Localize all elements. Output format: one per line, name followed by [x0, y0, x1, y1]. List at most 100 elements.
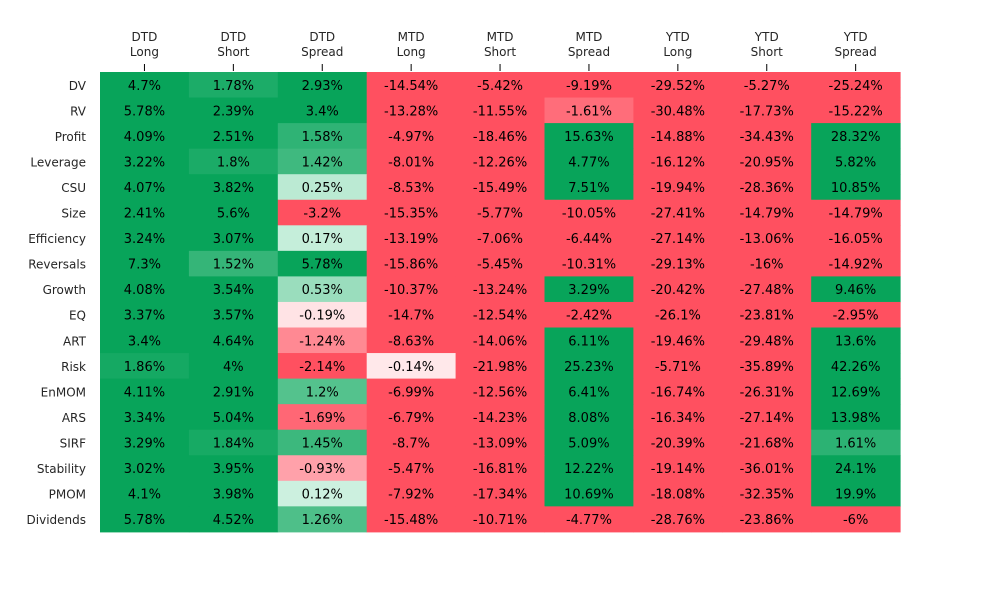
- cell-value-label: -6%: [843, 513, 868, 528]
- heatmap-cell: [366, 225, 457, 252]
- column-label: MTD Spread: [568, 30, 610, 59]
- cell-value-label: 1.84%: [213, 436, 254, 451]
- heatmap-cell: [366, 353, 457, 380]
- cell-value-label: 4.77%: [568, 155, 609, 170]
- cell-value-label: 5.78%: [124, 513, 165, 528]
- heatmap-cell: [455, 455, 545, 482]
- cell-value-label: -14.06%: [473, 334, 527, 349]
- heatmap-cell: [100, 225, 190, 252]
- cell-value-label: -27.14%: [651, 232, 705, 247]
- heatmap-cell: [544, 225, 634, 252]
- cell-value-label: -15.35%: [384, 207, 438, 222]
- heatmap-cell: [455, 327, 545, 354]
- cell-value-label: 2.51%: [213, 130, 254, 145]
- heatmap-cell: [100, 353, 190, 380]
- column-label: YTD Short: [751, 30, 783, 59]
- heatmap-cell: [633, 378, 723, 405]
- heatmap-cell: [455, 225, 545, 252]
- cell-value-label: -32.35%: [740, 488, 794, 503]
- cell-value-label: -0.93%: [299, 462, 345, 477]
- cell-value-label: 4.52%: [213, 513, 254, 528]
- cell-value-label: 5.04%: [213, 411, 254, 426]
- heatmap-cell: [188, 97, 279, 124]
- cell-value-label: 6.11%: [568, 334, 609, 349]
- heatmap-cell: [544, 455, 634, 482]
- cell-value-label: -15.86%: [384, 258, 438, 273]
- heatmap-cell: [455, 301, 545, 328]
- cell-value-label: 25.23%: [564, 360, 614, 375]
- cell-value-label: -12.26%: [473, 155, 527, 170]
- heatmap-cell: [188, 455, 279, 482]
- cell-value-label: -14.79%: [829, 207, 883, 222]
- column-label: DTD Long: [130, 30, 159, 59]
- heatmap-cells: 4.7% 1.78% 2.93% -14.54% -5.42% -9.19% -29.52%…: [100, 72, 901, 533]
- cell-value-label: -1.24%: [299, 334, 345, 349]
- heatmap-cell: [277, 429, 368, 456]
- heatmap-cell: [722, 72, 812, 99]
- heatmap-cell: [100, 199, 190, 226]
- row-label: Profit: [55, 130, 87, 144]
- cell-value-label: 0.17%: [302, 232, 343, 247]
- cell-value-label: -7.06%: [477, 232, 523, 247]
- row-label: DV: [69, 79, 87, 93]
- heatmap-cell: [188, 429, 279, 456]
- heatmap-cell: [366, 404, 457, 431]
- heatmap-cell: [366, 72, 457, 99]
- cell-value-label: -13.06%: [740, 232, 794, 247]
- heatmap-cell: [544, 429, 634, 456]
- cell-value-label: -18.46%: [473, 130, 527, 145]
- heatmap-cell: [544, 353, 634, 380]
- heatmap-cell: [188, 480, 279, 507]
- cell-value-label: -7.92%: [388, 488, 434, 503]
- cell-value-label: -11.55%: [473, 104, 527, 119]
- heatmap-cell: [188, 123, 279, 150]
- cell-value-label: 3.54%: [213, 283, 254, 298]
- heatmap-cell: [633, 174, 723, 201]
- cell-value-label: -20.39%: [651, 436, 705, 451]
- cell-value-label: 1.45%: [302, 436, 343, 451]
- cell-value-label: 19.9%: [835, 488, 876, 503]
- heatmap-cell: [544, 123, 634, 150]
- heatmap-cell: [188, 506, 279, 533]
- cell-value-label: 0.12%: [302, 488, 343, 503]
- row-label: ARS: [62, 411, 86, 425]
- cell-value-label: 3.98%: [213, 488, 254, 503]
- heatmap-cell: [455, 250, 545, 277]
- heatmap-cell: [633, 506, 723, 533]
- column-label: YTD Spread: [835, 30, 877, 59]
- heatmap-cell: [277, 148, 368, 175]
- heatmap-cell: [544, 174, 634, 201]
- heatmap-cell: [277, 174, 368, 201]
- row-label: Leverage: [30, 155, 86, 169]
- cell-value-label: -1.69%: [299, 411, 345, 426]
- cell-value-label: 3.37%: [124, 309, 165, 324]
- cell-value-label: 1.52%: [213, 258, 254, 273]
- cell-value-label: -18.08%: [651, 488, 705, 503]
- heatmap-cell: [811, 378, 901, 405]
- column-label: DTD Spread: [301, 30, 343, 59]
- cell-value-label: -16.81%: [473, 462, 527, 477]
- cell-value-label: 4.1%: [128, 488, 161, 503]
- heatmap-cell: [100, 378, 190, 405]
- heatmap-cell: [544, 327, 634, 354]
- heatmap-cell: [277, 301, 368, 328]
- heatmap-cell: [811, 301, 901, 328]
- heatmap-cell: [544, 97, 634, 124]
- heatmap-cell: [722, 429, 812, 456]
- cell-value-label: -13.09%: [473, 436, 527, 451]
- heatmap-cell: [188, 148, 279, 175]
- cell-value-label: -19.94%: [651, 181, 705, 196]
- heatmap-cell: [366, 480, 457, 507]
- heatmap-cell: [544, 404, 634, 431]
- heatmap-cell: [277, 97, 368, 124]
- heatmap-cell: [100, 327, 190, 354]
- heatmap-cell: [277, 327, 368, 354]
- heatmap-cell: [277, 404, 368, 431]
- heatmap-cell: [722, 404, 812, 431]
- heatmap-cell: [366, 276, 457, 303]
- cell-value-label: 3.82%: [213, 181, 254, 196]
- cell-value-label: 1.26%: [302, 513, 343, 528]
- cell-value-label: -13.28%: [384, 104, 438, 119]
- heatmap-cell: [277, 250, 368, 277]
